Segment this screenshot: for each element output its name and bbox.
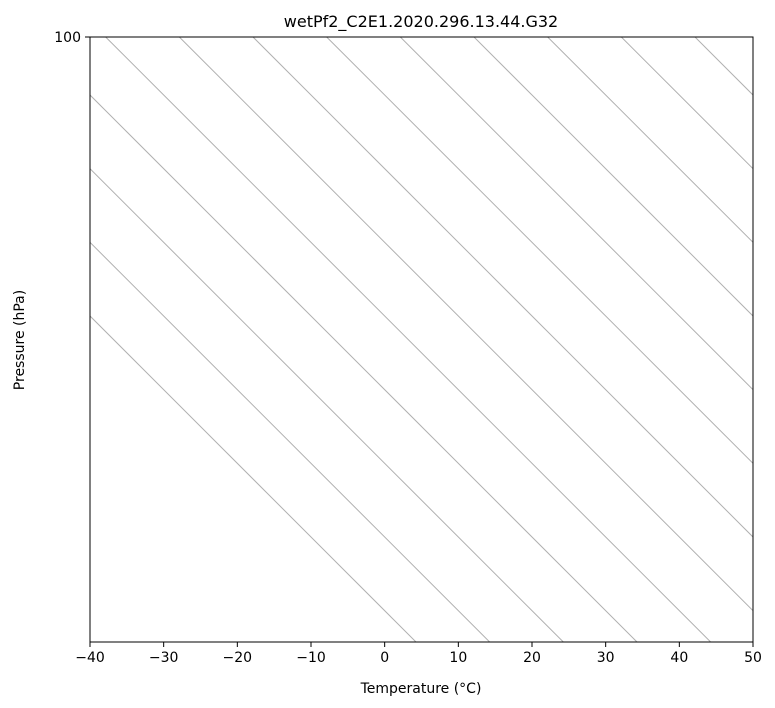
x-tick-label: −10: [296, 650, 326, 666]
x-axis-label: Temperature (°C): [360, 681, 482, 697]
y-tick-label: 100: [54, 30, 81, 46]
chart-title: wetPf2_C2E1.2020.296.13.44.G32: [284, 12, 558, 32]
isotherm-line: [178, 37, 753, 612]
x-tick-label: −20: [223, 650, 253, 666]
isotherm-line: [90, 167, 564, 642]
isotherm-line: [326, 37, 753, 465]
x-tick-label: 30: [597, 650, 615, 666]
isotherm-line: [252, 37, 753, 538]
x-tick-label: −30: [149, 650, 179, 666]
y-axis: 1002003004005006007008009001000: [54, 30, 90, 46]
x-tick-label: 0: [380, 650, 389, 666]
x-tick-label: 40: [670, 650, 688, 666]
x-tick-label: 50: [744, 650, 762, 666]
isotherm-line: [105, 37, 712, 642]
isotherm-line: [90, 94, 638, 642]
plot-frame: [89, 36, 754, 643]
x-tick-label: −40: [75, 650, 105, 666]
x-tick-label: 20: [523, 650, 541, 666]
x-tick-label: 10: [449, 650, 467, 666]
y-axis-label: Pressure (hPa): [12, 290, 28, 390]
isotherm-line: [90, 241, 491, 642]
isotherm-line: [473, 37, 753, 317]
x-axis: −40 −30 −20 −10 0 10 20 30 40 50: [75, 642, 762, 666]
isotherm-line: [90, 315, 417, 642]
isotherm-line: [547, 37, 753, 244]
isotherms: [90, 37, 753, 642]
isotherm-line: [399, 37, 753, 391]
isotherm-line: [620, 37, 753, 170]
plot-background: [90, 37, 753, 642]
